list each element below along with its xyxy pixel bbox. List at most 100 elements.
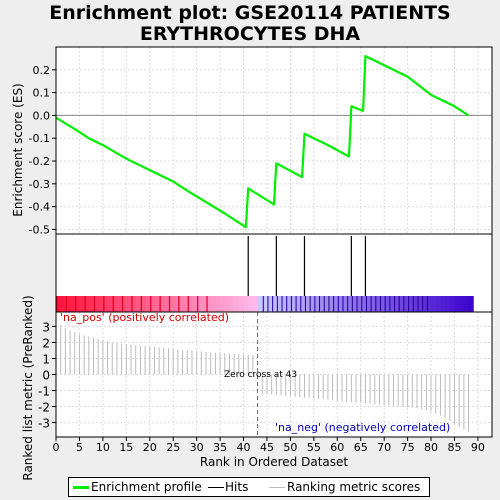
x-tick-label: 45 xyxy=(260,441,274,454)
metric-ytick-label: -3 xyxy=(38,417,50,431)
x-tick-label: 30 xyxy=(190,441,204,454)
rank-bar-cell xyxy=(74,296,80,312)
rank-bar-cell xyxy=(445,296,451,312)
rank-bar-cell xyxy=(201,296,207,312)
x-tick-label: 50 xyxy=(283,441,297,454)
rank-bar-cell xyxy=(327,296,334,312)
rank-bar-cell xyxy=(332,296,338,312)
rank-bar-cell xyxy=(341,296,348,312)
rank-bar-cell xyxy=(398,296,404,312)
rank-bar-cell xyxy=(468,296,474,312)
rank-bar-cell xyxy=(107,296,113,312)
rank-bar-cell xyxy=(276,296,282,312)
rank-bar-cell xyxy=(323,296,329,312)
rank-bar-cell xyxy=(412,296,418,312)
rank-bar-cell xyxy=(238,296,245,312)
rank-bar-cell xyxy=(168,296,174,312)
rank-bar-cell xyxy=(449,296,455,312)
rank-bar-cell xyxy=(56,296,62,312)
legend-label-hits: Hits xyxy=(225,480,249,494)
x-tick-label: 60 xyxy=(330,441,344,454)
rank-bar-cell xyxy=(379,296,385,312)
metric-frame xyxy=(55,311,493,438)
rank-bar-cell xyxy=(252,296,259,312)
rank-bar-cell xyxy=(454,296,460,312)
rank-bar-cell xyxy=(440,296,446,312)
rank-bar-cell xyxy=(262,296,268,312)
es-ytick-label: 0.1 xyxy=(33,87,51,100)
x-tick-label: 80 xyxy=(424,441,438,454)
rank-bar-cell xyxy=(313,296,320,312)
x-tick-label: 85 xyxy=(447,441,461,454)
enrichment-profile-line xyxy=(55,54,470,229)
rank-bar-cell xyxy=(126,296,132,312)
rank-bar-cell xyxy=(60,296,66,312)
rank-bar-cell xyxy=(93,296,99,312)
rank-bar-cell xyxy=(435,296,441,312)
legend-swatch-enrichment xyxy=(73,486,89,489)
rank-bar-cell xyxy=(351,296,357,312)
es-ytick-label: -0.4 xyxy=(29,201,50,214)
rank-bar-cell xyxy=(220,296,226,312)
x-tick-label: 15 xyxy=(119,441,133,454)
x-tick-label: 5 xyxy=(76,441,83,454)
rank-bar-cell xyxy=(154,296,160,312)
rank-bar-cell xyxy=(402,296,409,312)
x-axis-label: Rank in Ordered Dataset xyxy=(200,455,348,469)
rank-bar-cell xyxy=(84,296,90,312)
x-tick-label: 25 xyxy=(166,441,180,454)
zero-cross-label: Zero cross at 43 xyxy=(224,370,297,380)
rank-bar-cell xyxy=(285,296,291,312)
rank-bar-cell xyxy=(407,296,413,312)
rank-bar-cell xyxy=(206,296,212,312)
rank-bar-cell xyxy=(299,296,305,312)
rank-bar-cell xyxy=(215,296,221,312)
rank-bar-cell xyxy=(187,296,193,312)
rank-bar-cell xyxy=(70,296,76,312)
rank-bar-cell xyxy=(271,296,277,312)
x-tick-label: 55 xyxy=(307,441,321,454)
chart-title-line2: ERYTHROCYTES DHA xyxy=(139,23,361,45)
x-tick-label: 20 xyxy=(143,441,157,454)
metric-ytick-label: 2 xyxy=(42,336,50,350)
legend-label-ranking: Ranking metric scores xyxy=(287,480,421,494)
rank-bar-cell xyxy=(159,296,165,312)
rank-bar-cell xyxy=(295,296,301,312)
rank-bar-cell xyxy=(116,296,123,312)
rank-bar-cell xyxy=(337,296,343,312)
x-tick-label: 35 xyxy=(213,441,227,454)
rank-bar-cell xyxy=(248,296,254,312)
x-tick-label: 90 xyxy=(471,441,485,454)
rank-bar-cell xyxy=(191,296,198,312)
es-ytick-label: -0.3 xyxy=(29,178,50,191)
rank-bar-cell xyxy=(135,296,141,312)
rank-bar-cell xyxy=(182,296,188,312)
rank-bar-cell xyxy=(229,296,235,312)
rank-bar-cell xyxy=(112,296,118,312)
rank-bar-cell xyxy=(210,296,216,312)
rank-bar-cell xyxy=(374,296,380,312)
metric-ytick-label: 1 xyxy=(42,352,50,366)
legend-swatch-hits xyxy=(208,487,224,488)
rank-bar-cell xyxy=(121,296,127,312)
es-ytick-label: -0.1 xyxy=(29,132,50,145)
rank-bar-cell xyxy=(140,296,146,312)
legend-label-enrichment: Enrichment profile xyxy=(91,480,202,494)
x-tick-label: 65 xyxy=(354,441,368,454)
pos-correlated-label: 'na_pos' (positively correlated) xyxy=(60,311,229,324)
metric-axis-label: Ranked list metric (PreRanked) xyxy=(21,295,35,480)
rank-bar-cell xyxy=(416,296,423,312)
rank-bar-cell xyxy=(463,296,470,312)
legend-swatch-ranking xyxy=(269,487,285,488)
es-ytick-label: 0.2 xyxy=(33,64,51,77)
es-ytick-label: 0.0 xyxy=(33,109,51,122)
x-tick-label: 40 xyxy=(237,441,251,454)
rank-bar-cell xyxy=(102,296,109,312)
rank-bar-cell xyxy=(304,296,310,312)
rank-bar-cell xyxy=(384,296,390,312)
rank-bar-cell xyxy=(431,296,437,312)
rank-bar-cell xyxy=(79,296,85,312)
